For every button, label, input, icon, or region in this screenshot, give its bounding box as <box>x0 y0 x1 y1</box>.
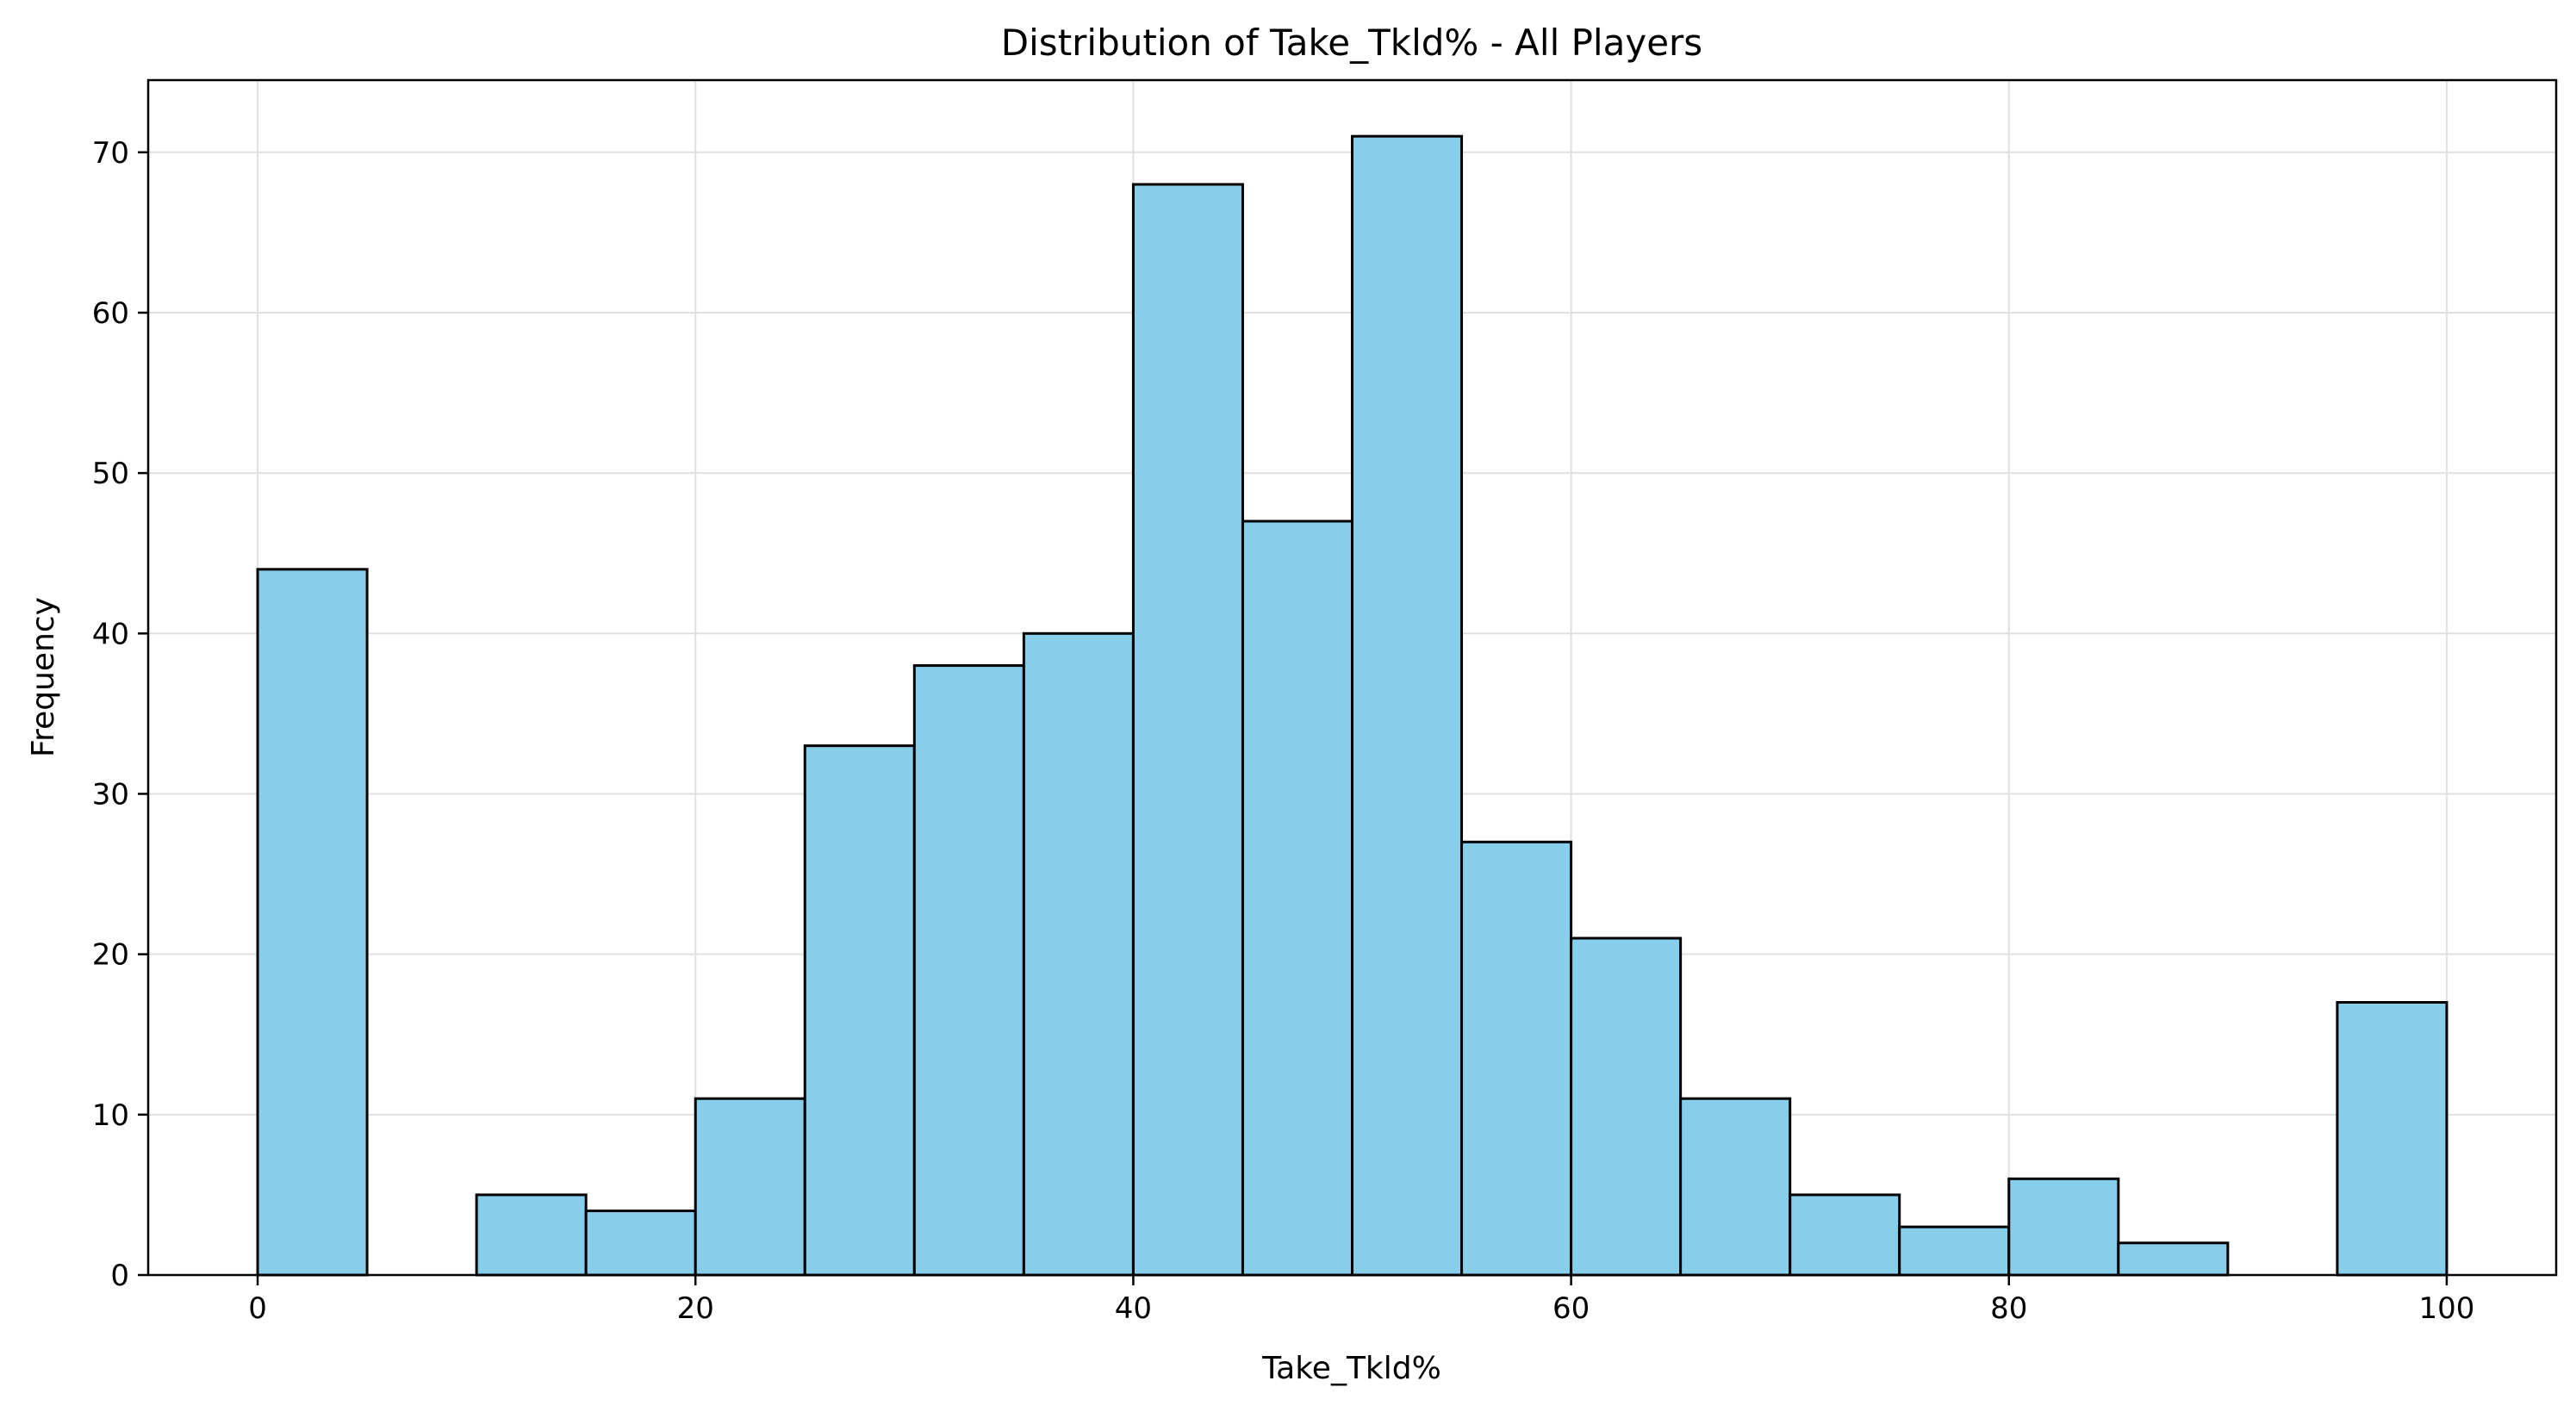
histogram-bar <box>1460 840 1573 1277</box>
histogram-bar <box>2117 1241 2230 1277</box>
x-axis-ticks: 0 20 40 60 80 100 <box>248 1275 2474 1326</box>
histogram-bar <box>912 664 1025 1277</box>
plot-frame <box>146 78 2558 1277</box>
x-tick-label: 100 <box>2419 1291 2475 1326</box>
y-tick-label: 70 <box>92 136 129 171</box>
histogram-bar <box>2336 1001 2448 1277</box>
y-tick-label: 30 <box>92 777 129 812</box>
histogram-bar <box>803 744 916 1277</box>
x-tick-label: 60 <box>1552 1291 1590 1326</box>
x-tick-label: 80 <box>1990 1291 2027 1326</box>
x-tick-label: 40 <box>1115 1291 1152 1326</box>
y-tick-label: 20 <box>92 938 129 973</box>
y-tick-label: 10 <box>92 1098 129 1133</box>
bars <box>256 134 2448 1277</box>
chart-title: Distribution of Take_Tkld% - All Players <box>1001 22 1702 64</box>
histogram-bar <box>1679 1097 1792 1277</box>
histogram-bar <box>1570 936 1683 1277</box>
histogram-bar <box>1789 1193 1901 1277</box>
x-tick-label: 0 <box>248 1291 267 1326</box>
histogram-bar <box>475 1193 588 1277</box>
y-tick-label: 40 <box>92 617 129 651</box>
histogram-bar <box>694 1097 806 1277</box>
y-axis-label: Frequency <box>26 597 61 757</box>
y-tick-label: 60 <box>92 296 129 331</box>
histogram-bar <box>1351 134 1464 1277</box>
histogram-bar <box>1898 1225 2011 1277</box>
y-axis-ticks: 0 10 20 30 40 50 60 70 <box>92 136 148 1293</box>
histogram-bar <box>2007 1177 2120 1277</box>
x-tick-label: 20 <box>677 1291 714 1326</box>
x-axis-label: Take_Tkld% <box>1261 1351 1441 1386</box>
histogram-bar <box>584 1210 697 1277</box>
histogram-bar <box>1022 631 1135 1277</box>
histogram-bar <box>1131 183 1244 1277</box>
histogram-bar <box>256 568 369 1277</box>
y-tick-label: 0 <box>110 1259 129 1293</box>
histogram-bar <box>1241 519 1354 1277</box>
y-tick-label: 50 <box>92 457 129 491</box>
